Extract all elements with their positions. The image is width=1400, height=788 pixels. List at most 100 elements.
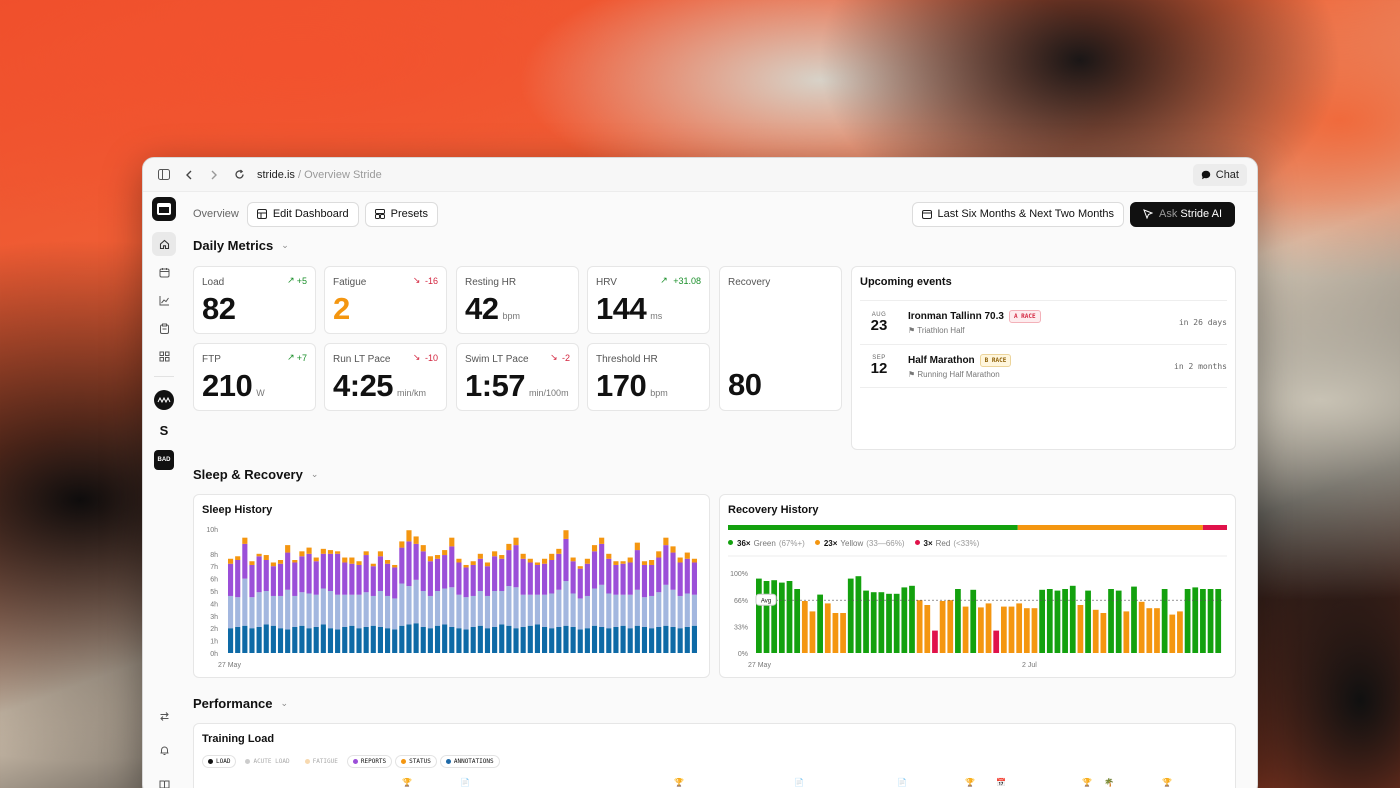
sleep-bar-core (463, 597, 469, 630)
sleep-recovery-heading[interactable]: Sleep & Recovery ⌄ (193, 467, 318, 482)
sleep-bar-deep (470, 626, 476, 653)
metric-value: 1:57 (465, 368, 526, 403)
sleep-bar-core (520, 594, 526, 627)
recovery-bar (947, 600, 954, 653)
date-range-button[interactable]: Last Six Months & Next Two Months (911, 201, 1125, 227)
recovery-card[interactable]: Recovery 80 (719, 266, 842, 411)
sleep-bar-deep (649, 628, 655, 653)
bell-icon[interactable] (152, 738, 176, 762)
sleep-bar-awake (677, 557, 683, 563)
app-rail: S BAD (143, 192, 185, 788)
recovery-bar (1000, 606, 1007, 653)
back-icon[interactable] (178, 164, 200, 186)
pill-dot (208, 759, 213, 764)
event-day: 12 (870, 360, 888, 377)
chart-line-icon[interactable] (152, 288, 176, 312)
metric-card[interactable]: HRV +31.08 ↗ 144 ms (587, 266, 710, 334)
trophy-icon: 🏆 (1082, 778, 1092, 787)
sleep-bar-awake (263, 555, 269, 560)
sleep-bar-awake (484, 562, 491, 567)
recovery-bar (1131, 586, 1137, 653)
daily-metrics-heading[interactable]: Daily Metrics ⌄ (193, 238, 289, 253)
metric-card[interactable]: Load +5 ↗ 82 (193, 266, 316, 334)
sleep-bar-awake (492, 551, 498, 557)
sleep-bar-deep (270, 625, 276, 653)
sleep-bar-awake (320, 548, 326, 554)
edit-dashboard-label: Edit Dashboard (272, 208, 349, 220)
recovery-bar (847, 578, 854, 653)
filter-pill[interactable]: REPORTS (346, 755, 393, 768)
filter-pill[interactable]: FATIGUE (299, 755, 344, 768)
calendar-icon[interactable] (152, 260, 176, 284)
sleep-bar-deep (549, 628, 555, 653)
sleep-bar-deep (691, 625, 698, 653)
sleep-bar-core (249, 597, 255, 629)
sleep-bar-awake (285, 545, 291, 553)
recovery-bar (1184, 589, 1191, 653)
filter-pill[interactable]: ANNOTATIONS (439, 755, 500, 768)
metric-card[interactable]: Threshold HR 170 bpm (587, 343, 710, 411)
sidebar-toggle-icon[interactable] (153, 164, 175, 186)
sleep-bar-deep (577, 629, 583, 653)
presets-button[interactable]: Presets (364, 201, 438, 227)
filter-pill[interactable]: STATUS (395, 755, 437, 768)
sleep-bar-awake (442, 550, 448, 556)
recovery-bar (955, 589, 961, 653)
upcoming-events-title: Upcoming events (860, 276, 952, 288)
metric-card[interactable]: FTP +7 ↗ 210 W (193, 343, 316, 411)
metric-card[interactable]: Swim LT Pace -2 ↘ 1:57 min/100m (456, 343, 579, 411)
ask-ai-button[interactable]: Ask Stride AI (1130, 201, 1235, 227)
sleep-bar-core (256, 592, 262, 627)
recovery-bar (809, 611, 816, 653)
event-row[interactable]: SEP 12 Half Marathon B RACE ⚑ Running Half M… (860, 344, 1227, 388)
event-row[interactable]: AUG 23 Ironman Tallinn 70.3 A RACE ⚑ Triathl… (860, 300, 1227, 344)
recovery-bar (1146, 608, 1153, 653)
sleep-bar-core (335, 594, 341, 630)
metric-label: Fatigue (333, 277, 367, 288)
metric-value-row: 210 W (202, 368, 265, 404)
address-bar[interactable]: stride.is / Overview Stride (257, 169, 382, 181)
metric-card[interactable]: Resting HR 42 bpm (456, 266, 579, 334)
sleep-bar-awake (684, 552, 690, 559)
event-name: Ironman Tallinn 70.3 (908, 311, 1004, 322)
filter-pill[interactable]: LOAD (202, 755, 237, 768)
sleep-bar-core (677, 595, 683, 629)
clipboard-icon[interactable] (152, 316, 176, 340)
sleep-bar-rem (256, 556, 262, 593)
sleep-bar-deep (228, 628, 234, 653)
breadcrumb[interactable]: Overview (193, 208, 239, 220)
home-icon[interactable] (152, 232, 176, 256)
sleep-bar-deep (506, 625, 512, 653)
sleep-bar-rem (684, 558, 690, 594)
event-countdown: in 26 days (1178, 318, 1227, 327)
forward-icon[interactable] (203, 164, 225, 186)
sleep-bar-deep (556, 626, 562, 653)
grid-icon[interactable] (152, 344, 176, 368)
metric-card[interactable]: Run LT Pace -10 ↘ 4:25 min/km (324, 343, 447, 411)
performance-heading[interactable]: Performance ⌄ (193, 696, 288, 711)
metric-label: HRV (596, 277, 617, 288)
sleep-history-chart: 0h 1h 2h 3h 4h 5h 6h 7h 8h 10h 27 May (206, 527, 698, 669)
metric-card[interactable]: Fatigue -16 ↘ 2 (324, 266, 447, 334)
sleep-bar-awake (599, 537, 605, 544)
filter-pill[interactable]: ACUTE LOAD (239, 755, 295, 768)
sleep-bar-rem (606, 558, 612, 594)
recovery-bar (893, 593, 900, 653)
sleep-bar-rem (413, 543, 419, 580)
org-avatar-s[interactable]: S (159, 422, 169, 438)
sleep-bar-core (606, 593, 612, 629)
sleep-bar-rem (263, 560, 269, 591)
chat-button[interactable]: Chat (1192, 163, 1247, 186)
edit-dashboard-button[interactable]: Edit Dashboard (246, 201, 359, 227)
recovery-bar (1138, 601, 1145, 653)
sleep-bar-rem (242, 543, 248, 579)
reload-icon[interactable] (228, 164, 250, 186)
org-avatar-bad[interactable]: BAD (154, 450, 174, 470)
org-avatar-1[interactable] (154, 390, 174, 410)
recovery-bar (1161, 589, 1168, 653)
sleep-bar-deep (413, 623, 419, 653)
app-logo[interactable] (152, 197, 176, 221)
swap-icon[interactable] (152, 704, 176, 728)
book-icon[interactable] (152, 772, 176, 788)
recovery-bar (932, 630, 938, 653)
